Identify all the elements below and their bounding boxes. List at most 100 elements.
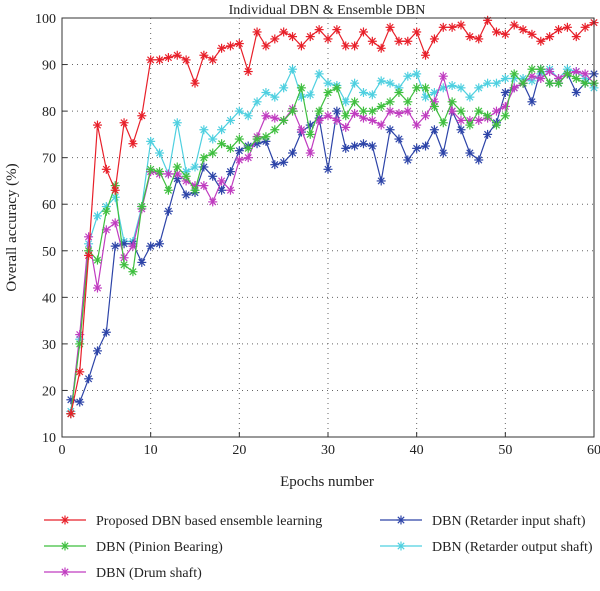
data-point-marker	[288, 32, 298, 42]
data-point-marker	[412, 120, 422, 130]
data-point-marker	[385, 106, 395, 116]
data-point-marker	[474, 115, 484, 125]
data-point-marker	[509, 69, 519, 79]
data-point-marker	[190, 185, 200, 195]
data-point-marker	[305, 90, 315, 100]
data-point-marker	[270, 113, 280, 123]
data-point-marker	[279, 115, 289, 125]
data-point-marker	[270, 34, 280, 44]
data-point-marker	[296, 125, 306, 135]
data-point-marker	[491, 120, 501, 130]
data-point-marker	[412, 69, 422, 79]
series-line	[70, 70, 595, 414]
data-point-marker	[181, 190, 191, 200]
data-point-marker	[438, 71, 448, 81]
data-point-marker	[181, 171, 191, 181]
data-point-marker	[163, 206, 173, 216]
data-point-marker	[181, 55, 191, 65]
legend-item: DBN (Retarder input shaft)	[380, 514, 586, 529]
data-point-marker	[545, 78, 555, 88]
data-point-marker	[474, 106, 484, 116]
data-point-marker	[500, 29, 510, 39]
data-point-marker	[279, 157, 289, 167]
data-point-marker	[146, 136, 156, 146]
y-tick-label: 100	[35, 12, 56, 27]
data-point-marker	[500, 111, 510, 121]
data-point-marker	[367, 141, 377, 151]
data-point-marker	[199, 181, 209, 191]
data-point-marker	[172, 162, 182, 172]
data-point-marker	[110, 185, 120, 195]
legend-marker	[60, 567, 70, 577]
data-point-marker	[447, 106, 457, 116]
data-point-marker	[429, 34, 439, 44]
data-point-marker	[101, 327, 111, 337]
data-point-marker	[474, 34, 484, 44]
data-point-marker	[367, 90, 377, 100]
data-point-marker	[84, 374, 94, 384]
data-point-marker	[225, 143, 235, 153]
data-point-marker	[341, 97, 351, 107]
series-1	[66, 15, 599, 419]
data-point-marker	[288, 64, 298, 74]
legend-marker	[396, 515, 406, 525]
data-point-marker	[252, 97, 262, 107]
x-tick-label: 50	[498, 443, 512, 458]
series-layer	[66, 15, 599, 419]
data-point-marker	[429, 101, 439, 111]
y-tick-label: 70	[42, 152, 56, 167]
data-point-marker	[314, 69, 324, 79]
y-tick-label: 10	[42, 431, 56, 446]
series-3	[66, 67, 599, 419]
data-point-marker	[376, 76, 386, 86]
data-point-marker	[447, 22, 457, 32]
data-point-marker	[403, 71, 413, 81]
data-point-marker	[66, 409, 76, 419]
data-point-marker	[314, 25, 324, 35]
legend-marker	[60, 541, 70, 551]
data-point-marker	[341, 41, 351, 51]
data-point-marker	[199, 125, 209, 135]
data-point-marker	[92, 211, 102, 221]
data-point-marker	[341, 143, 351, 153]
data-point-marker	[483, 78, 493, 88]
data-point-marker	[438, 83, 448, 93]
data-point-marker	[332, 106, 342, 116]
data-point-marker	[92, 283, 102, 293]
data-point-marker	[483, 15, 493, 25]
grid-lines	[62, 18, 594, 437]
data-point-marker	[500, 74, 510, 84]
data-point-marker	[545, 32, 555, 42]
data-point-marker	[332, 115, 342, 125]
data-point-marker	[225, 185, 235, 195]
data-point-marker	[394, 87, 404, 97]
data-point-marker	[323, 87, 333, 97]
data-point-marker	[421, 50, 431, 60]
data-point-marker	[208, 148, 218, 158]
data-point-marker	[438, 118, 448, 128]
data-point-marker	[554, 78, 564, 88]
data-point-marker	[358, 87, 368, 97]
data-point-marker	[137, 257, 147, 267]
data-point-marker	[438, 148, 448, 158]
data-point-marker	[412, 83, 422, 93]
data-point-marker	[155, 148, 165, 158]
data-point-marker	[562, 22, 572, 32]
legend-item: Proposed DBN based ensemble learning	[44, 514, 322, 529]
data-point-marker	[261, 41, 271, 51]
data-point-marker	[536, 36, 546, 46]
data-point-marker	[412, 27, 422, 37]
data-point-marker	[456, 106, 466, 116]
data-point-marker	[155, 55, 165, 65]
data-point-marker	[456, 125, 466, 135]
data-point-marker	[341, 111, 351, 121]
data-point-marker	[101, 164, 111, 174]
data-point-marker	[358, 139, 368, 149]
data-point-marker	[92, 346, 102, 356]
data-point-marker	[270, 125, 280, 135]
data-point-marker	[288, 106, 298, 116]
data-point-marker	[208, 197, 218, 207]
data-point-marker	[84, 232, 94, 242]
